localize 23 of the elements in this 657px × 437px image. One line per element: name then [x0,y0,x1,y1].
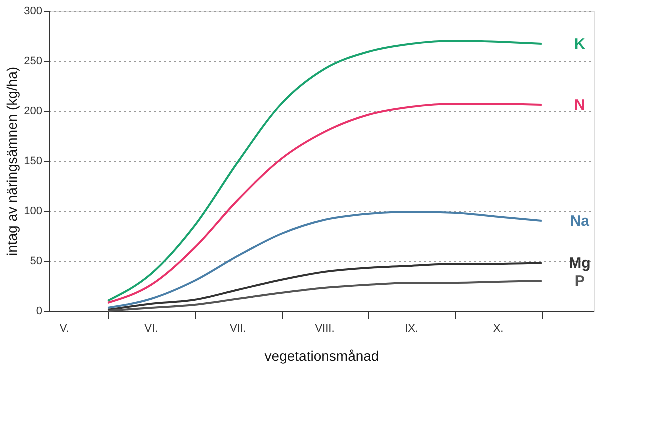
y-axis-title: intag av näringsämnen (kg/ha) [4,66,20,256]
y-tick-label: 50 [30,256,42,268]
x-tick-label: VI. [144,323,158,335]
text: N [574,97,586,114]
y-tick-label: 100 [24,206,42,218]
y-tick-label: 200 [24,106,42,118]
x-tick-label: VIII. [315,323,335,335]
y-tick-label: 250 [24,56,42,68]
y-tick-label: 0 [36,306,42,318]
text: K [574,36,586,53]
x-tick-label: X. [493,323,504,335]
line-series [107,280,543,312]
series-label: Mg [569,255,591,272]
x-axis-title: vegetationsmånad [264,348,380,364]
x-tick-label: VII. [230,323,246,335]
line-series [107,40,543,302]
line-series [107,103,543,304]
y-tick-label: 300 [24,6,42,18]
x-tick-label: V. [60,323,70,335]
y-tick-label: 150 [24,156,42,168]
x-tick-label: IX. [405,323,418,335]
text: P [574,273,585,290]
series-label: Na [570,213,590,230]
